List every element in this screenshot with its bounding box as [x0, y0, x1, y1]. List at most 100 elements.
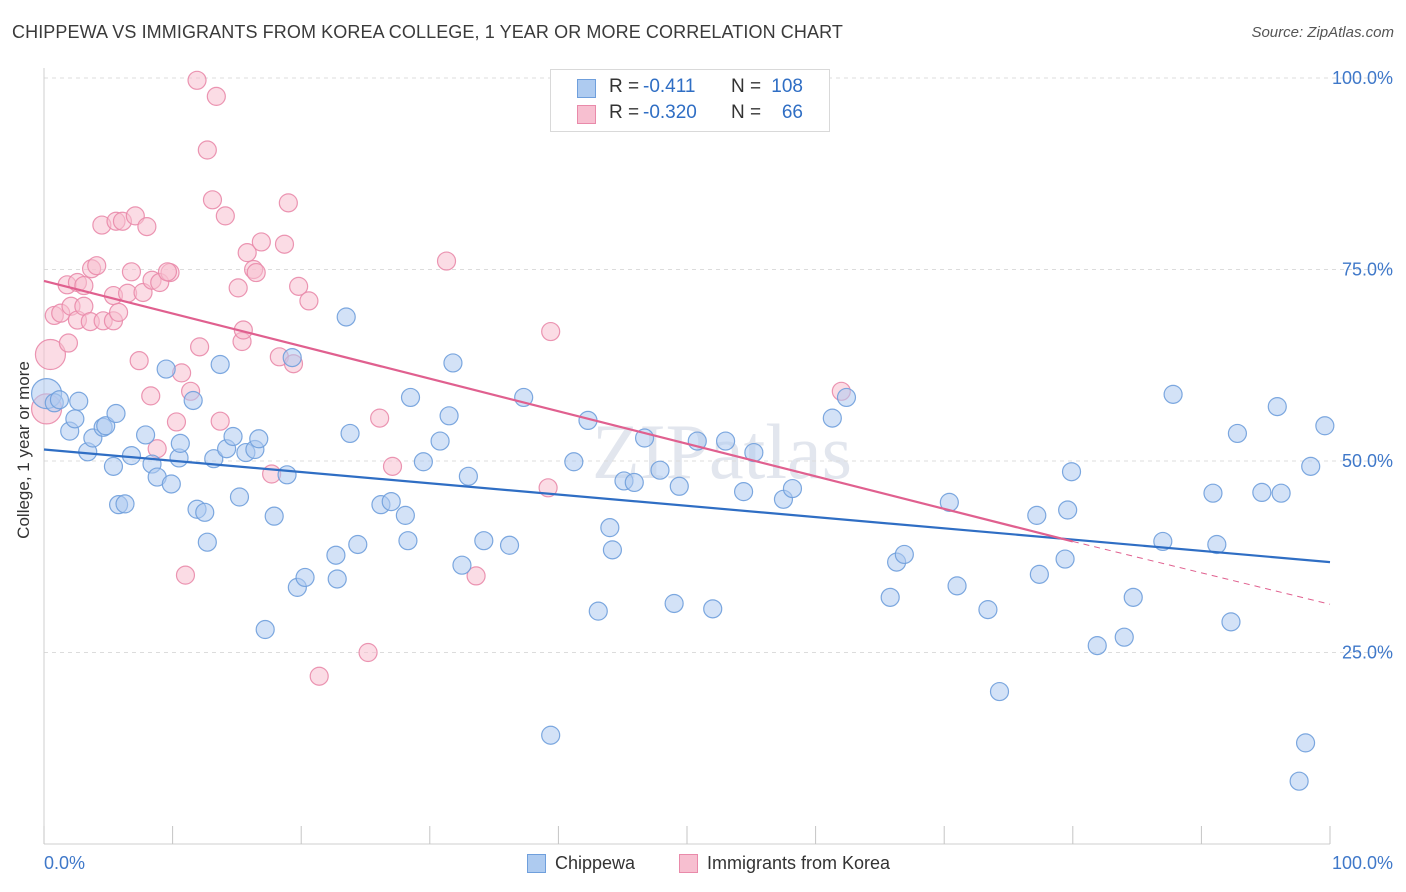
chippewa-point — [443, 353, 463, 373]
korea-point — [87, 256, 107, 276]
trend-line-chippewa — [43, 448, 1331, 564]
chippewa-point — [223, 426, 243, 447]
chippewa-point — [1114, 627, 1134, 647]
chippewa-point — [880, 587, 900, 607]
bottom-legend: Chippewa Immigrants from Korea — [0, 852, 1406, 878]
y-tick-labels: 25.0% 50.0% 75.0% 100.0% — [1332, 68, 1393, 663]
chippewa-point — [499, 535, 520, 555]
korea-point — [246, 262, 266, 283]
legend-n-label: N = — [731, 102, 762, 123]
korea-point — [274, 234, 295, 254]
korea-point — [108, 302, 129, 322]
korea-point — [228, 278, 248, 298]
chippewa-point — [588, 601, 608, 621]
chippewa-point — [1203, 483, 1223, 503]
chippewa-point — [161, 474, 181, 494]
korea-point — [237, 243, 257, 263]
korea-point — [541, 321, 561, 342]
korea-point — [202, 190, 223, 210]
legend-n-value: 66 — [781, 102, 803, 123]
chippewa-point — [894, 544, 914, 565]
chippewa-point — [326, 545, 346, 565]
chippewa-point — [249, 429, 269, 449]
chippewa-point — [264, 506, 284, 526]
chippewa-point — [836, 387, 857, 408]
chippewa-point — [395, 505, 415, 525]
legend-n-label: N = — [731, 76, 762, 97]
chippewa-point — [1207, 534, 1227, 555]
chippewa-point — [229, 487, 250, 507]
chippewa-point — [1029, 564, 1049, 584]
korea-point — [129, 351, 149, 371]
chippewa-point — [474, 531, 494, 551]
trend-lines — [43, 279, 1331, 605]
chippewa-point — [1058, 500, 1078, 520]
series-korea-points — [30, 70, 851, 686]
chippewa-point — [156, 359, 176, 379]
korea-point — [137, 217, 157, 237]
chippewa-point — [197, 532, 217, 552]
legend-row-chippewa: R = -0.411 N = 108 — [551, 75, 829, 101]
korea-point — [251, 232, 271, 252]
trend-line-korea — [43, 279, 1074, 543]
y-tick-label: 50.0% — [1342, 451, 1393, 471]
chippewa-point — [96, 416, 116, 436]
korea-point — [187, 70, 207, 90]
chippewa-point — [602, 540, 623, 560]
chippewa-point — [1061, 462, 1082, 482]
chippewa-point — [669, 476, 689, 496]
chippewa-point — [733, 482, 754, 502]
korea-point — [58, 333, 79, 353]
chippewa-point — [650, 460, 670, 480]
korea-point — [466, 566, 486, 586]
x-tick-label: 100.0% — [1332, 853, 1393, 873]
y-axis-label: College, 1 year or more — [14, 361, 33, 539]
chippewa-point — [348, 534, 368, 555]
legend-r-label: R = — [609, 102, 640, 123]
korea-point — [34, 338, 67, 371]
korea-point — [278, 193, 298, 213]
chippewa-point — [135, 425, 156, 445]
chippewa-point — [822, 408, 842, 428]
y-axis-label-wrap: College, 1 year or more — [4, 300, 44, 600]
trend-line-korea-extension — [1072, 540, 1331, 605]
legend-row-korea: R = -0.320 N = 66 — [551, 101, 829, 127]
bottom-legend-swatch-chippewa — [527, 854, 546, 873]
chippewa-point — [600, 518, 620, 538]
chippewa-point — [1271, 483, 1291, 503]
y-tick-label: 100.0% — [1332, 68, 1393, 88]
chippewa-point — [210, 354, 230, 375]
y-tick-label: 75.0% — [1342, 260, 1393, 280]
korea-point — [157, 262, 178, 282]
bottom-legend-label-chippewa: Chippewa — [555, 853, 636, 873]
chippewa-point — [398, 531, 418, 551]
chippewa-point — [989, 681, 1010, 702]
chippewa-point — [1295, 733, 1316, 753]
chippewa-point — [49, 390, 70, 410]
chippewa-point — [327, 569, 347, 589]
korea-point — [121, 262, 142, 282]
chippewa-point — [277, 465, 297, 485]
chippewa-point — [439, 406, 459, 426]
chippewa-point — [1027, 505, 1047, 525]
chippewa-point — [282, 347, 302, 368]
chippewa-point — [430, 431, 450, 451]
chippewa-point — [1315, 416, 1335, 436]
chippewa-point — [947, 576, 967, 596]
chippewa-point — [624, 472, 644, 493]
chippewa-point — [564, 452, 584, 472]
chippewa-point — [458, 466, 478, 486]
chippewa-point — [183, 390, 203, 411]
chippewa-point — [782, 478, 803, 499]
legend-swatch-korea — [577, 105, 596, 124]
series-chippewa-points — [30, 307, 1335, 791]
korea-point — [141, 386, 161, 406]
korea-point — [370, 408, 390, 428]
korea-point — [206, 86, 226, 106]
korea-point — [210, 411, 230, 431]
chippewa-point — [255, 619, 275, 640]
chart-title: CHIPPEWA VS IMMIGRANTS FROM KOREA COLLEG… — [12, 22, 843, 42]
korea-point — [215, 206, 235, 226]
chippewa-point — [381, 491, 401, 512]
